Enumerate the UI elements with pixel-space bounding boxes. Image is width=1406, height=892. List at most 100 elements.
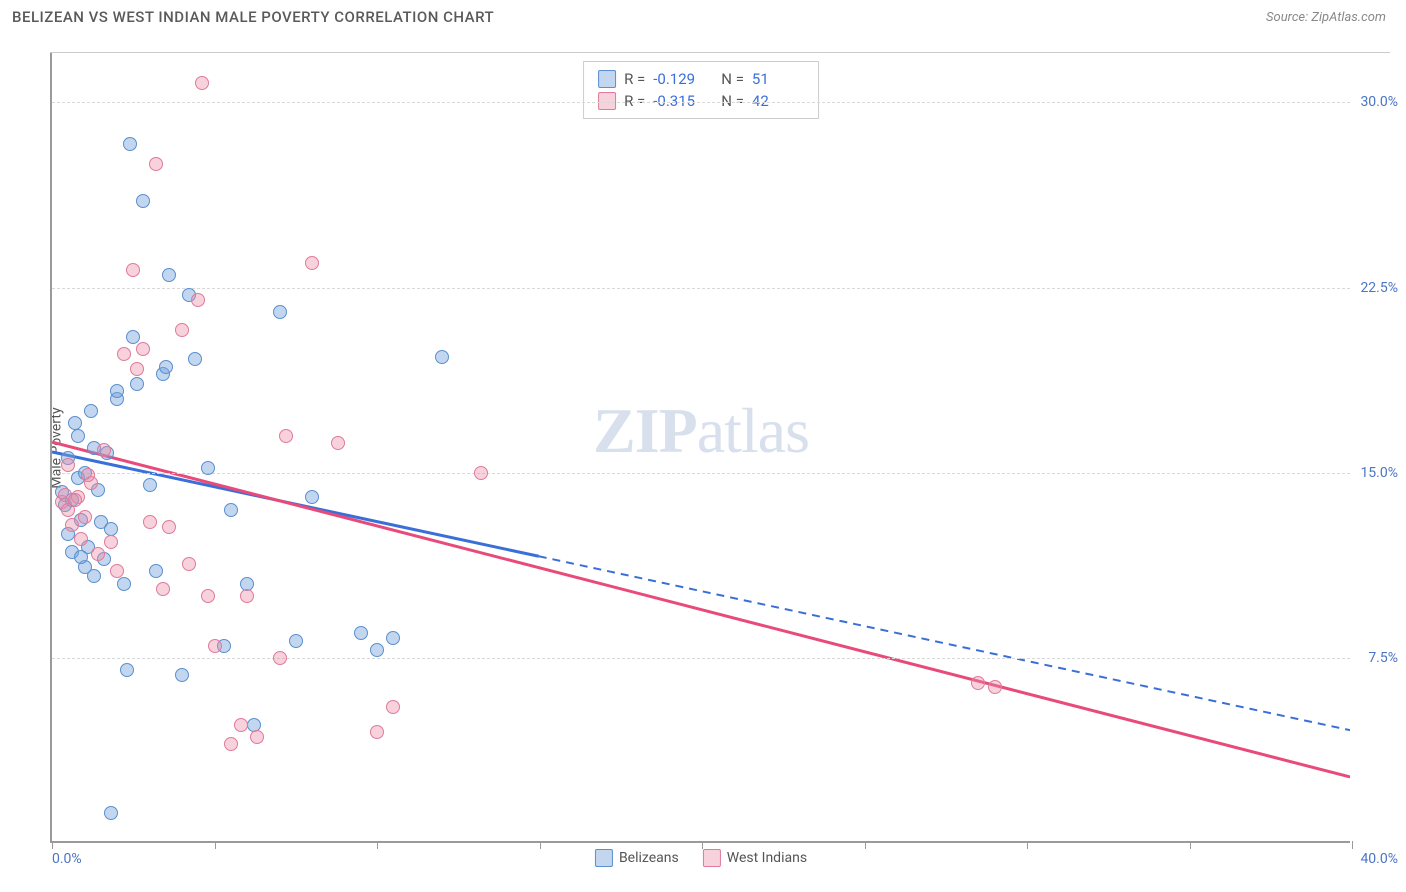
scatter-point (68, 493, 82, 507)
scatter-point (331, 436, 345, 450)
scatter-point (130, 377, 144, 391)
scatter-point (386, 631, 400, 645)
scatter-point (370, 643, 384, 657)
scatter-point (120, 663, 134, 677)
r-label: R = (624, 92, 645, 110)
scatter-point (136, 194, 150, 208)
legend-item: Belizeans (595, 849, 679, 867)
x-tick (1027, 841, 1028, 849)
scatter-point (126, 330, 140, 344)
scatter-point (370, 725, 384, 739)
scatter-point (162, 520, 176, 534)
scatter-point (250, 730, 264, 744)
x-tick (865, 841, 866, 849)
legend-label: West Indians (727, 850, 807, 866)
x-tick (540, 841, 541, 849)
scatter-point (74, 532, 88, 546)
stats-row: R =-0.129N =51 (598, 68, 804, 90)
stats-legend-box: R =-0.129N =51R =-0.315N =42 (583, 61, 819, 119)
scatter-point (149, 564, 163, 578)
n-label: N = (721, 92, 744, 110)
scatter-point (195, 76, 209, 90)
x-tick (702, 841, 703, 849)
scatter-point (435, 350, 449, 364)
chart-title: BELIZEAN VS WEST INDIAN MALE POVERTY COR… (12, 8, 494, 26)
gridline-h (52, 288, 1350, 289)
legend-swatch (595, 849, 613, 867)
gridline-h (52, 473, 1350, 474)
r-value: -0.315 (653, 92, 705, 110)
scatter-point (104, 535, 118, 549)
legend-item: West Indians (703, 849, 807, 867)
scatter-point (175, 668, 189, 682)
scatter-point (234, 718, 248, 732)
series-swatch (598, 70, 616, 88)
legend-label: Belizeans (619, 850, 679, 866)
stats-row: R = -0.315 N = 42 (598, 90, 804, 112)
scatter-point (110, 384, 124, 398)
scatter-point (208, 639, 222, 653)
scatter-point (87, 569, 101, 583)
watermark-zip: ZIP (593, 395, 697, 466)
n-value: 42 (752, 92, 804, 110)
watermark: ZIPatlas (593, 394, 809, 468)
scatter-point (143, 515, 157, 529)
scatter-point (117, 577, 131, 591)
y-tick-label: 30.0% (1360, 94, 1398, 110)
x-tick (52, 841, 53, 849)
x-axis-end-label: 40.0% (1360, 851, 1398, 867)
gridline-h (52, 658, 1350, 659)
scatter-point (305, 256, 319, 270)
x-axis-start-label: 0.0% (52, 851, 82, 867)
scatter-point (240, 589, 254, 603)
chart-container: Male Poverty ZIPatlas R =-0.129N =51R =-… (50, 52, 1390, 842)
watermark-rest: atlas (697, 395, 809, 466)
x-tick (377, 841, 378, 849)
n-value: 51 (752, 70, 804, 88)
scatter-point (78, 510, 92, 524)
scatter-point (305, 490, 319, 504)
scatter-point (136, 342, 150, 356)
x-tick (1190, 841, 1191, 849)
scatter-point (74, 550, 88, 564)
trend-line-solid (52, 452, 539, 556)
scatter-point (175, 323, 189, 337)
trend-line-dashed (539, 556, 1350, 730)
scatter-point (117, 347, 131, 361)
n-label: N = (721, 70, 744, 88)
r-label: R = (624, 70, 645, 88)
plot-area: ZIPatlas R =-0.129N =51R =-0.315N =42 0.… (50, 53, 1350, 843)
scatter-point (61, 458, 75, 472)
chart-source: Source: ZipAtlas.com (1266, 10, 1386, 25)
x-tick (215, 841, 216, 849)
scatter-point (110, 564, 124, 578)
scatter-point (201, 461, 215, 475)
y-tick-label: 15.0% (1360, 465, 1398, 481)
scatter-point (474, 466, 488, 480)
scatter-point (988, 680, 1002, 694)
scatter-point (191, 293, 205, 307)
scatter-point (130, 362, 144, 376)
scatter-point (354, 626, 368, 640)
scatter-point (91, 547, 105, 561)
scatter-point (279, 429, 293, 443)
scatter-point (273, 305, 287, 319)
y-tick-label: 22.5% (1360, 280, 1398, 296)
scatter-point (104, 806, 118, 820)
scatter-point (162, 268, 176, 282)
legend-swatch (703, 849, 721, 867)
chart-header: BELIZEAN VS WEST INDIAN MALE POVERTY COR… (0, 0, 1406, 30)
x-tick (1352, 841, 1353, 849)
gridline-h (52, 102, 1350, 103)
scatter-point (65, 518, 79, 532)
scatter-point (156, 582, 170, 596)
scatter-point (71, 429, 85, 443)
series-legend: Belizeans West Indians (595, 849, 807, 867)
scatter-point (289, 634, 303, 648)
scatter-point (123, 137, 137, 151)
scatter-point (201, 589, 215, 603)
scatter-point (159, 360, 173, 374)
scatter-point (224, 737, 238, 751)
y-tick-label: 7.5% (1368, 650, 1398, 666)
scatter-point (81, 468, 95, 482)
